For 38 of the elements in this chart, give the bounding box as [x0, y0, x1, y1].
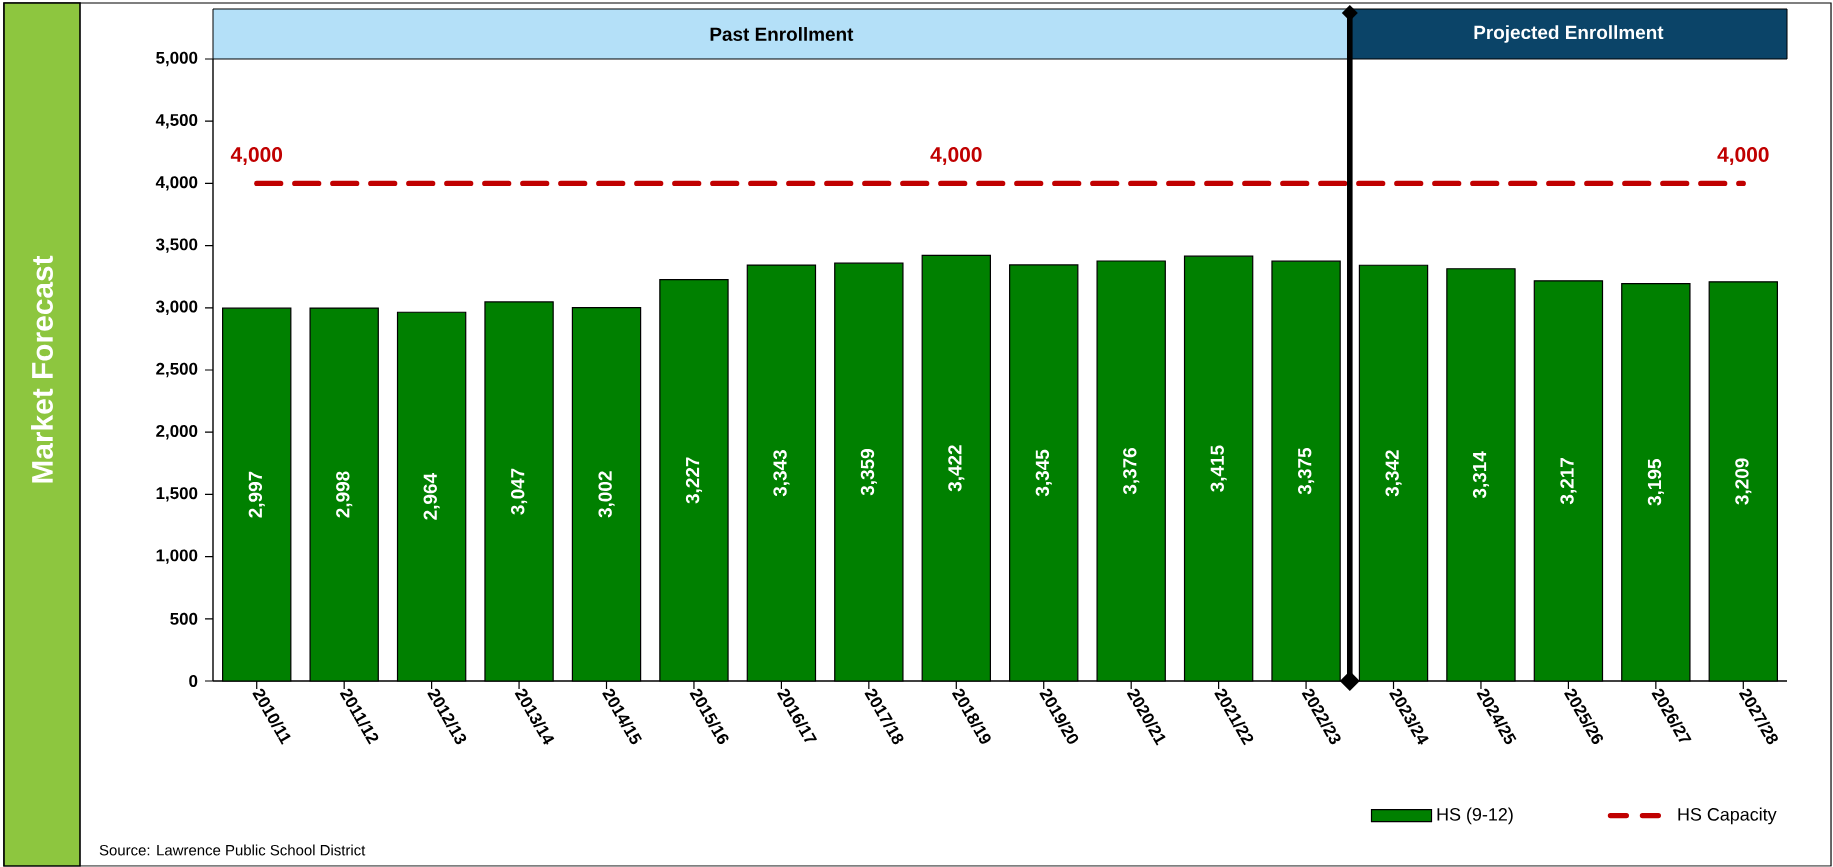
data-label: 3,415 — [1210, 445, 1227, 492]
y-tick-label: 2,000 — [156, 425, 198, 440]
y-tick-label: 2,500 — [156, 362, 198, 378]
data-label: 3,209 — [1735, 458, 1752, 505]
data-label: 3,359 — [860, 449, 877, 496]
y-axis-title: Market Forecast — [31, 255, 53, 483]
data-label: 2,997 — [248, 471, 265, 518]
data-label: 2,964 — [423, 473, 440, 520]
y-tick-label: 4,000 — [155, 176, 198, 191]
data-label: 4,000 — [230, 147, 283, 166]
source-note: Source: Lawrence Public School District — [99, 844, 366, 856]
data-label: 3,342 — [1385, 450, 1402, 497]
data-label: 3,375 — [1297, 448, 1315, 495]
y-tick-label: 5,000 — [156, 51, 198, 67]
data-label: 3,217 — [1560, 458, 1577, 505]
y-tick-label: 4,500 — [155, 114, 198, 129]
data-label: 3,195 — [1647, 459, 1664, 506]
legend-label: HS (9-12) — [1437, 807, 1513, 825]
data-label: 3,376 — [1123, 448, 1140, 495]
y-tick-label: 0 — [189, 675, 198, 688]
y-tick-label: 1,000 — [156, 549, 198, 564]
data-label: 3,002 — [598, 471, 615, 518]
data-label: 4,000 — [930, 147, 982, 166]
legend-label: HS Capacity — [1678, 807, 1777, 825]
data-label: 2,998 — [336, 471, 353, 518]
data-label: 3,314 — [1472, 451, 1490, 499]
data-label: 3,343 — [773, 450, 790, 497]
data-label: 3,047 — [510, 468, 528, 515]
data-label: 3,345 — [1035, 449, 1052, 497]
data-label: 4,000 — [1717, 147, 1769, 166]
y-tick-label: 3,000 — [155, 300, 198, 316]
text: Projected Enrollment — [1474, 25, 1664, 43]
y-tick-label: 1,500 — [156, 487, 198, 502]
text: Past Enrollment — [710, 27, 854, 42]
data-label: 3,227 — [685, 457, 703, 504]
data-label: 3,422 — [948, 445, 965, 492]
y-tick-label: 500 — [170, 612, 198, 625]
y-tick-label: 3,500 — [155, 238, 198, 253]
